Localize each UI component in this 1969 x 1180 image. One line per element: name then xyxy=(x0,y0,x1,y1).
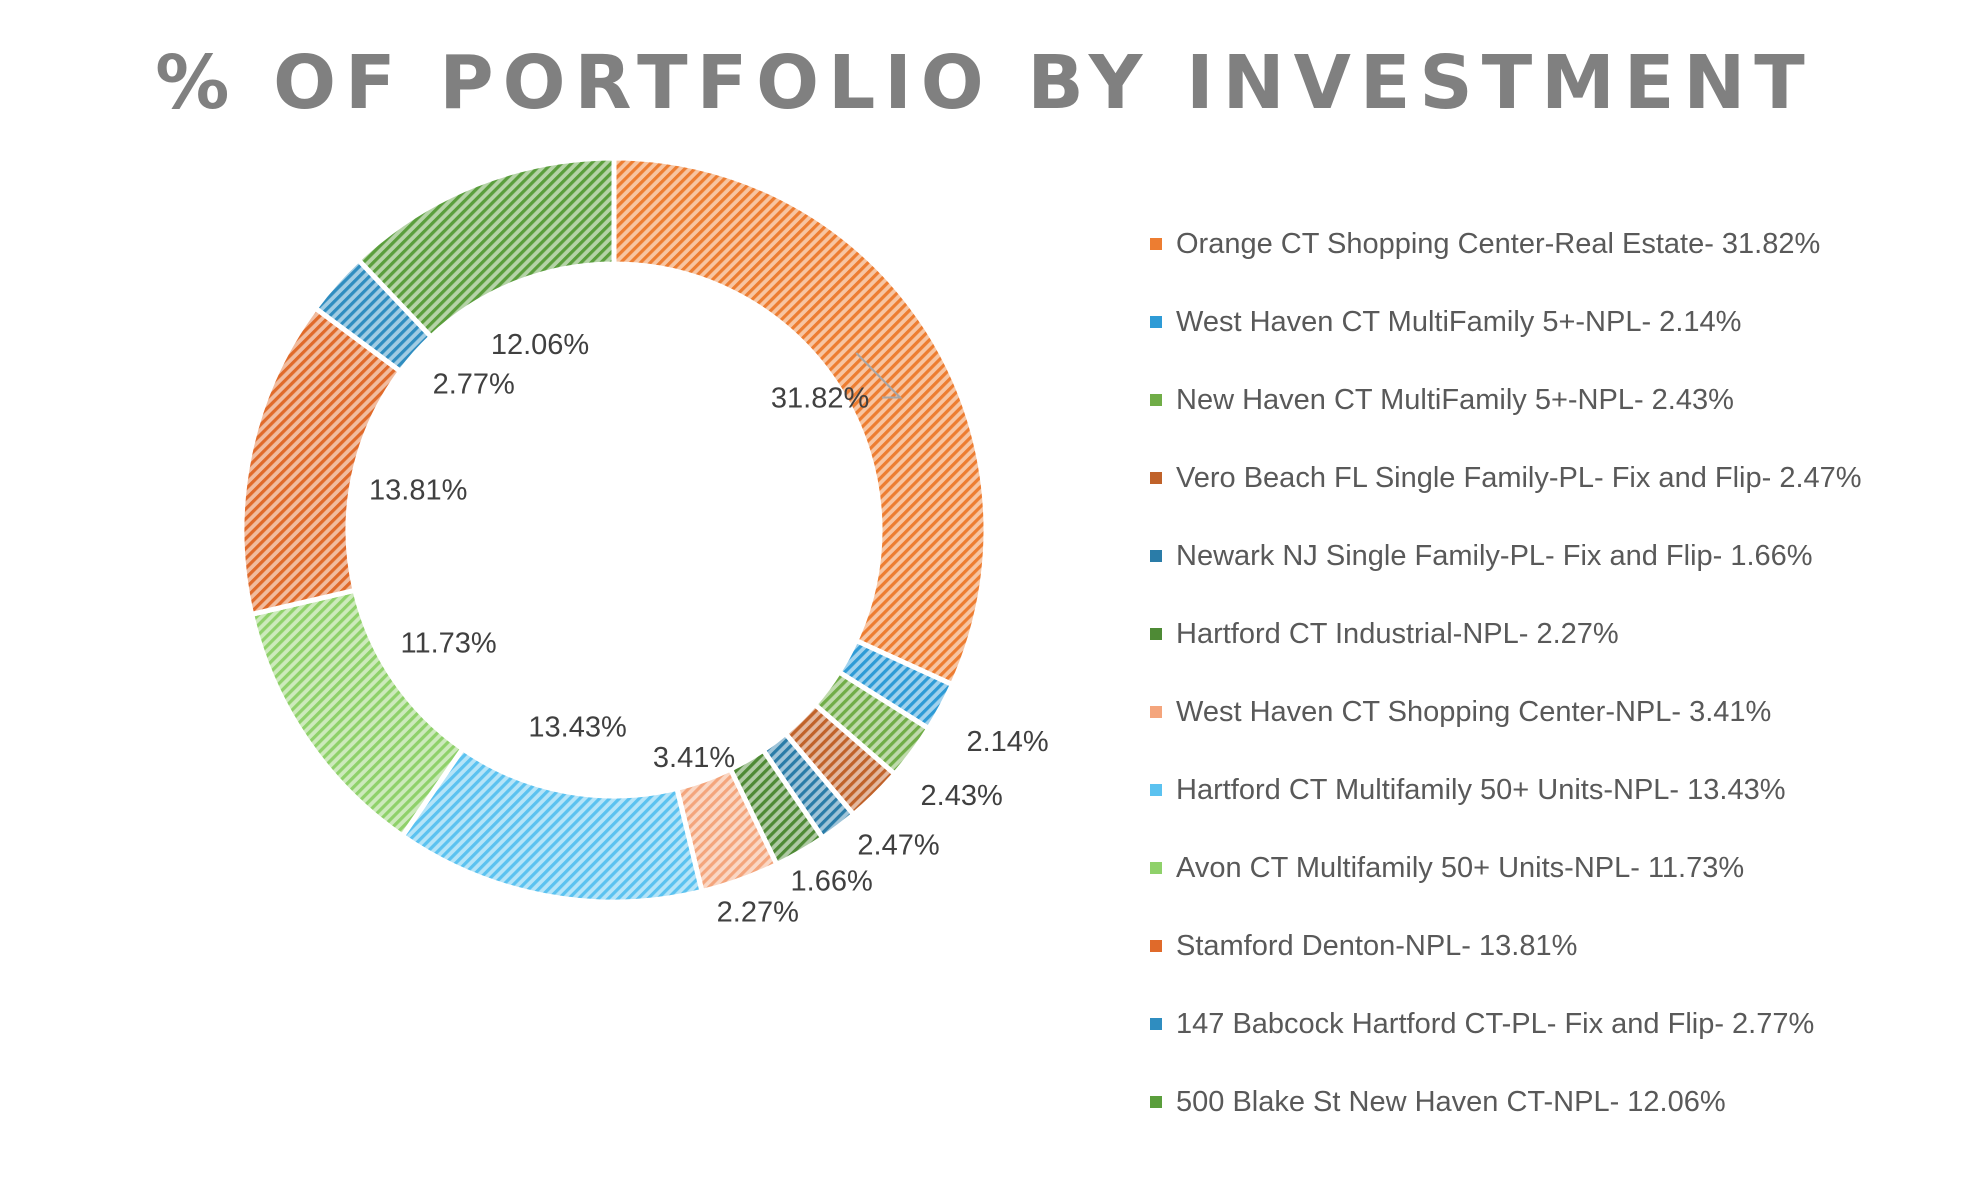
legend-swatch xyxy=(1150,472,1162,484)
legend-item-vero-beach-fl-single-family-pl-fix-and-flip: Vero Beach FL Single Family-PL- Fix and … xyxy=(1150,439,1862,517)
legend-swatch xyxy=(1150,1096,1162,1108)
legend-swatch xyxy=(1150,1018,1162,1030)
legend-item-147-babcock-hartford-ct-pl-fix-and-flip: 147 Babcock Hartford CT-PL- Fix and Flip… xyxy=(1150,985,1862,1063)
legend-item-avon-ct-multifamily-50-units-npl: Avon CT Multifamily 50+ Units-NPL- 11.73… xyxy=(1150,829,1862,907)
data-label-new-haven-ct-multifamily-5-npl: 2.43% xyxy=(921,780,1003,812)
legend-swatch xyxy=(1150,940,1162,952)
legend-item-500-blake-st-new-haven-ct-npl: 500 Blake St New Haven CT-NPL- 12.06% xyxy=(1150,1063,1862,1141)
legend-swatch xyxy=(1150,550,1162,562)
chart-title: % OF PORTFOLIO BY INVESTMENT xyxy=(155,40,1814,126)
legend-label: New Haven CT MultiFamily 5+-NPL- 2.43% xyxy=(1176,383,1734,416)
legend-swatch xyxy=(1150,316,1162,328)
data-label-hartford-ct-industrial-npl: 2.27% xyxy=(717,897,799,929)
legend-swatch xyxy=(1150,394,1162,406)
legend-swatch xyxy=(1150,628,1162,640)
legend-label: 500 Blake St New Haven CT-NPL- 12.06% xyxy=(1176,1085,1726,1118)
legend-label: Hartford CT Industrial-NPL- 2.27% xyxy=(1176,617,1619,650)
legend-item-stamford-denton-npl: Stamford Denton-NPL- 13.81% xyxy=(1150,907,1862,985)
legend-label: Vero Beach FL Single Family-PL- Fix and … xyxy=(1176,461,1862,494)
legend-item-newark-nj-single-family-pl-fix-and-flip: Newark NJ Single Family-PL- Fix and Flip… xyxy=(1150,517,1862,595)
legend-swatch xyxy=(1150,784,1162,796)
legend-item-west-haven-ct-shopping-center-npl: West Haven CT Shopping Center-NPL- 3.41% xyxy=(1150,673,1862,751)
legend-label: West Haven CT Shopping Center-NPL- 3.41% xyxy=(1176,695,1772,728)
legend: Orange CT Shopping Center-Real Estate- 3… xyxy=(1150,205,1862,1141)
data-label-west-haven-ct-shopping-center-npl: 3.41% xyxy=(653,742,735,774)
legend-item-hartford-ct-industrial-npl: Hartford CT Industrial-NPL- 2.27% xyxy=(1150,595,1862,673)
legend-item-hartford-ct-multifamily-50-units-npl: Hartford CT Multifamily 50+ Units-NPL- 1… xyxy=(1150,751,1862,829)
data-label-west-haven-ct-multifamily-5-npl: 2.14% xyxy=(966,726,1048,758)
data-labels: 31.82% 2.14% 2.43% 2.47% 1.66%2.27% 3.41% 13.4… xyxy=(369,329,1049,928)
leader-line xyxy=(855,352,903,399)
slice-500-blake-st-new-haven-ct-npl xyxy=(355,155,617,340)
slice-orange-ct-shopping-center-real-estate xyxy=(611,155,989,688)
data-label-avon-ct-multifamily-50-units-npl: 11.73% xyxy=(401,627,497,659)
legend-label: Avon CT Multifamily 50+ Units-NPL- 11.73… xyxy=(1176,851,1745,884)
data-label-500-blake-st-new-haven-ct-npl: 12.06% xyxy=(491,329,589,361)
legend-item-orange-ct-shopping-center-real-estate: Orange CT Shopping Center-Real Estate- 3… xyxy=(1150,205,1862,283)
data-label-147-babcock-hartford-ct-pl-fix-and-flip: 2.77% xyxy=(433,368,515,400)
legend-swatch xyxy=(1150,706,1162,718)
donut-slices xyxy=(239,155,989,905)
legend-label: Hartford CT Multifamily 50+ Units-NPL- 1… xyxy=(1176,773,1786,806)
legend-item-west-haven-ct-multifamily-5-npl: West Haven CT MultiFamily 5+-NPL- 2.14% xyxy=(1150,283,1862,361)
data-label-stamford-denton-npl: 13.81% xyxy=(369,474,467,506)
data-label-hartford-ct-multifamily-50-units-npl: 13.43% xyxy=(528,712,626,744)
legend-label: West Haven CT MultiFamily 5+-NPL- 2.14% xyxy=(1176,305,1742,338)
legend-swatch xyxy=(1150,238,1162,250)
data-label-newark-nj-single-family-pl-fix-and-flip: 1.66% xyxy=(791,865,873,897)
legend-label: Newark NJ Single Family-PL- Fix and Flip… xyxy=(1176,539,1813,572)
legend-label: Orange CT Shopping Center-Real Estate- 3… xyxy=(1176,227,1821,260)
legend-item-new-haven-ct-multifamily-5-npl: New Haven CT MultiFamily 5+-NPL- 2.43% xyxy=(1150,361,1862,439)
legend-label: Stamford Denton-NPL- 13.81% xyxy=(1176,929,1578,962)
data-label-orange-ct-shopping-center-real-estate: 31.82% xyxy=(771,383,869,415)
legend-label: 147 Babcock Hartford CT-PL- Fix and Flip… xyxy=(1176,1007,1815,1040)
data-label-vero-beach-fl-single-family-pl-fix-and-flip: 2.47% xyxy=(857,829,939,861)
legend-swatch xyxy=(1150,862,1162,874)
